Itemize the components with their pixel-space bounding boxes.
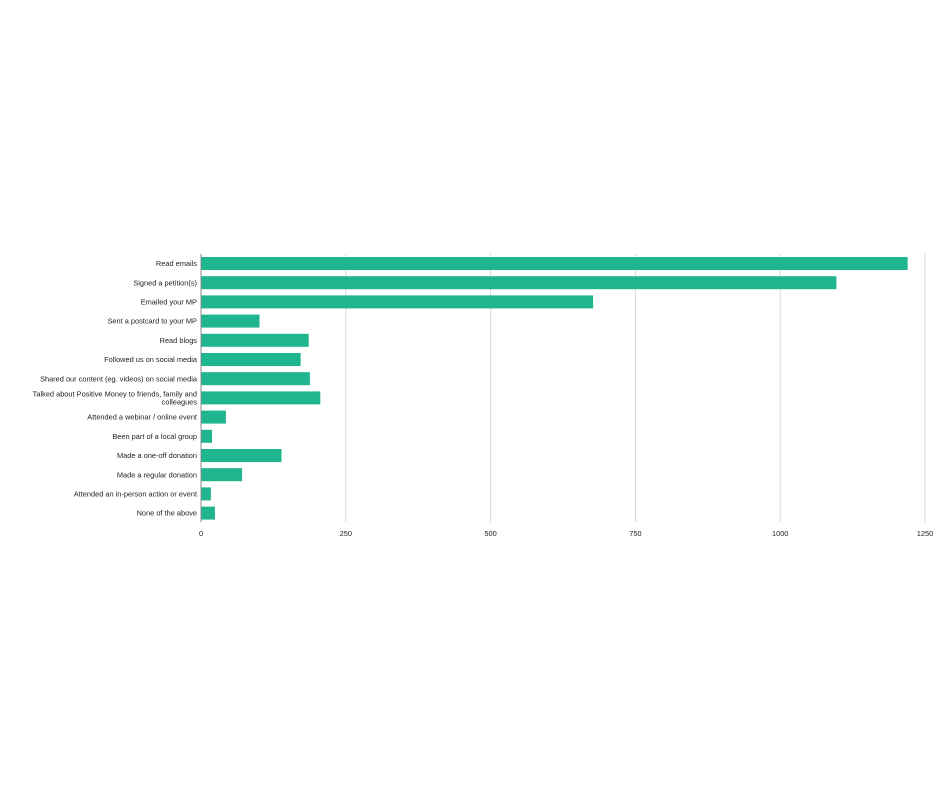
bar-7	[201, 372, 310, 386]
grid-layer	[345, 254, 926, 522]
bar-11	[201, 449, 282, 462]
category-label-9: Attended a webinar / online event	[87, 413, 197, 422]
category-label-3: Emailed your MP	[141, 298, 197, 307]
x-tick-label-500: 500	[484, 529, 496, 538]
bar-2	[201, 276, 837, 290]
x-tick-label-0: 0	[199, 529, 203, 538]
x-tick-layer: 0 250 500 750 1000 1250	[199, 529, 933, 538]
x-tick-label-250: 250	[340, 529, 352, 538]
bar-9	[201, 410, 226, 424]
category-label-7: Shared our content (eg. videos) on socia…	[40, 374, 198, 383]
category-label-6: Followed us on social media	[104, 355, 198, 364]
x-tick-label-1250: 1250	[917, 529, 933, 538]
category-label-11: Made a one-off donation	[117, 451, 197, 460]
category-label-8: Talked about Positive Money to friends, …	[33, 389, 198, 406]
bar-14	[201, 506, 215, 520]
bar-3	[201, 295, 594, 309]
x-tick-label-750: 750	[629, 529, 641, 538]
bar-13	[201, 487, 211, 501]
category-label-line: colleagues	[162, 398, 198, 407]
category-label-2: Signed a petition(s)	[133, 278, 197, 287]
category-label-4: Sent a postcard to your MP	[107, 317, 197, 326]
category-label-10: Been part of a local group	[112, 432, 197, 441]
bar-5	[201, 333, 309, 347]
category-label-1: Read emails	[156, 259, 197, 268]
bar-1	[201, 257, 908, 270]
category-label-12: Made a regular donation	[117, 470, 197, 479]
category-label-5: Read blogs	[160, 336, 198, 345]
bar-4	[201, 314, 260, 328]
bar-6	[201, 353, 301, 366]
category-label-13: Attended an in-person action or event	[74, 490, 197, 499]
category-label-14: None of the above	[137, 509, 197, 518]
category-label-line: Talked about Positive Money to friends, …	[33, 389, 197, 398]
bar-10	[201, 429, 213, 443]
bar-12	[201, 468, 243, 482]
bar-layer	[201, 257, 908, 520]
x-tick-label-1000: 1000	[772, 529, 788, 538]
category-label-layer: Read emails Signed a petition(s) Emailed y…	[33, 259, 198, 518]
bar-8	[201, 391, 321, 405]
